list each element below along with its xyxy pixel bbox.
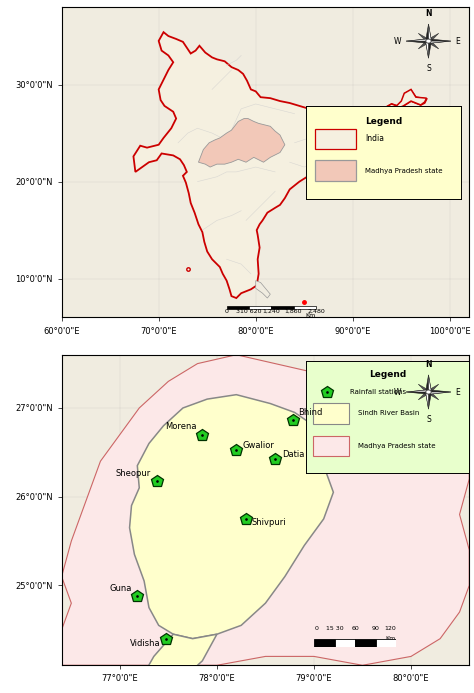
Text: 1,240: 1,240	[263, 308, 280, 314]
Text: N: N	[425, 360, 432, 369]
Text: E: E	[456, 387, 460, 396]
Polygon shape	[428, 41, 451, 43]
Text: E: E	[456, 37, 460, 46]
Text: Guna: Guna	[109, 584, 131, 593]
Text: Sheopur: Sheopur	[116, 469, 151, 478]
Text: 1,860: 1,860	[285, 308, 302, 314]
Bar	[293, 306, 316, 310]
Text: S: S	[426, 64, 431, 73]
Text: 90: 90	[372, 626, 380, 631]
Polygon shape	[129, 395, 333, 639]
Circle shape	[426, 390, 431, 394]
Text: 15 30: 15 30	[326, 626, 344, 631]
Bar	[249, 306, 271, 310]
Polygon shape	[418, 384, 430, 393]
Polygon shape	[406, 389, 428, 392]
Text: Km: Km	[386, 636, 396, 642]
Polygon shape	[134, 32, 427, 298]
Polygon shape	[256, 281, 270, 298]
Text: Km: Km	[306, 313, 316, 317]
Text: W: W	[394, 37, 401, 46]
Polygon shape	[62, 355, 469, 665]
Text: 310 620: 310 620	[236, 308, 262, 314]
Polygon shape	[427, 391, 439, 400]
Polygon shape	[406, 39, 428, 41]
Text: Vidisha: Vidisha	[130, 639, 161, 648]
Polygon shape	[426, 41, 428, 58]
Text: 0: 0	[314, 626, 318, 631]
Text: Gwalior: Gwalior	[242, 441, 274, 450]
Text: N: N	[425, 9, 432, 18]
Polygon shape	[426, 392, 428, 409]
Polygon shape	[418, 33, 430, 42]
Text: W: W	[394, 387, 401, 396]
Polygon shape	[428, 389, 451, 394]
Text: Shivpuri: Shivpuri	[252, 518, 286, 527]
Polygon shape	[428, 24, 431, 41]
Text: 60: 60	[351, 626, 359, 631]
Polygon shape	[427, 33, 439, 42]
Polygon shape	[418, 391, 430, 400]
Polygon shape	[428, 392, 451, 394]
Polygon shape	[418, 40, 430, 49]
Text: 2,480: 2,480	[307, 308, 325, 314]
Text: 120: 120	[384, 626, 396, 631]
Bar	[271, 306, 293, 310]
Text: Datia: Datia	[282, 450, 304, 459]
Circle shape	[426, 39, 431, 43]
Text: Morena: Morena	[165, 422, 197, 431]
Text: S: S	[426, 415, 431, 424]
Polygon shape	[427, 40, 439, 49]
Polygon shape	[199, 119, 285, 167]
Polygon shape	[428, 375, 431, 392]
Bar	[227, 306, 249, 310]
Polygon shape	[427, 384, 439, 393]
Polygon shape	[426, 375, 431, 392]
Polygon shape	[428, 39, 451, 43]
Polygon shape	[426, 392, 431, 409]
Polygon shape	[426, 41, 431, 58]
Polygon shape	[365, 89, 427, 116]
Polygon shape	[139, 634, 217, 693]
Polygon shape	[426, 24, 431, 41]
Text: Bhind: Bhind	[299, 408, 323, 417]
Polygon shape	[406, 389, 428, 394]
Text: 0: 0	[225, 308, 228, 314]
Polygon shape	[406, 39, 428, 43]
